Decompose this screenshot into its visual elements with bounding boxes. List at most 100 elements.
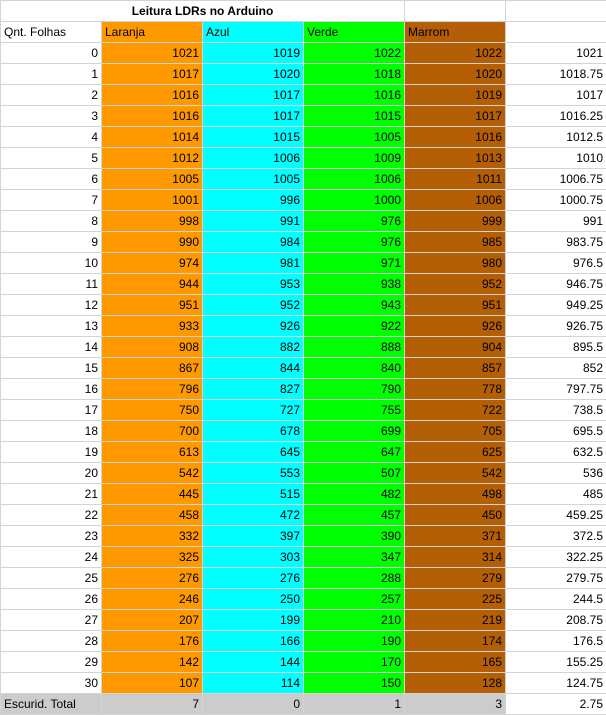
cell-verde[interactable]: 390 [304,526,405,547]
cell-azul[interactable]: 1019 [203,43,304,64]
header-marrom[interactable]: Marrom [405,22,506,43]
cell-laranja[interactable]: 246 [102,589,203,610]
cell-marrom[interactable]: 778 [405,379,506,400]
cell-media[interactable]: 1016.25 [506,106,606,127]
cell-marrom[interactable]: 625 [405,442,506,463]
cell-qnt-folhas[interactable]: 10 [1,253,102,274]
empty-cell[interactable] [506,22,606,43]
total-media[interactable]: 2.75 [506,694,606,715]
cell-verde[interactable]: 938 [304,274,405,295]
cell-laranja[interactable]: 796 [102,379,203,400]
cell-azul[interactable]: 1015 [203,127,304,148]
cell-marrom[interactable]: 371 [405,526,506,547]
cell-qnt-folhas[interactable]: 5 [1,148,102,169]
cell-laranja[interactable]: 1014 [102,127,203,148]
cell-qnt-folhas[interactable]: 23 [1,526,102,547]
cell-media[interactable]: 1006.75 [506,169,606,190]
cell-marrom[interactable]: 985 [405,232,506,253]
cell-marrom[interactable]: 128 [405,673,506,694]
cell-media[interactable]: 208.75 [506,610,606,631]
cell-media[interactable]: 983.75 [506,232,606,253]
cell-media[interactable]: 738.5 [506,400,606,421]
cell-laranja[interactable]: 750 [102,400,203,421]
cell-marrom[interactable]: 1022 [405,43,506,64]
cell-marrom[interactable]: 1017 [405,106,506,127]
cell-azul[interactable]: 250 [203,589,304,610]
cell-qnt-folhas[interactable]: 12 [1,295,102,316]
cell-qnt-folhas[interactable]: 1 [1,64,102,85]
cell-verde[interactable]: 190 [304,631,405,652]
cell-verde[interactable]: 790 [304,379,405,400]
cell-laranja[interactable]: 542 [102,463,203,484]
cell-qnt-folhas[interactable]: 27 [1,610,102,631]
cell-azul[interactable]: 1005 [203,169,304,190]
cell-laranja[interactable]: 613 [102,442,203,463]
cell-qnt-folhas[interactable]: 17 [1,400,102,421]
cell-qnt-folhas[interactable]: 0 [1,43,102,64]
cell-verde[interactable]: 888 [304,337,405,358]
cell-laranja[interactable]: 207 [102,610,203,631]
cell-verde[interactable]: 971 [304,253,405,274]
cell-qnt-folhas[interactable]: 6 [1,169,102,190]
cell-azul[interactable]: 981 [203,253,304,274]
cell-media[interactable]: 485 [506,484,606,505]
cell-verde[interactable]: 976 [304,211,405,232]
cell-marrom[interactable]: 225 [405,589,506,610]
cell-qnt-folhas[interactable]: 15 [1,358,102,379]
cell-laranja[interactable]: 445 [102,484,203,505]
cell-media[interactable]: 926.75 [506,316,606,337]
cell-media[interactable]: 372.5 [506,526,606,547]
cell-media[interactable]: 1017 [506,85,606,106]
total-marrom[interactable]: 3 [405,694,506,715]
cell-verde[interactable]: 257 [304,589,405,610]
cell-azul[interactable]: 515 [203,484,304,505]
cell-verde[interactable]: 150 [304,673,405,694]
cell-verde[interactable]: 288 [304,568,405,589]
cell-laranja[interactable]: 1005 [102,169,203,190]
cell-media[interactable]: 459.25 [506,505,606,526]
cell-marrom[interactable]: 980 [405,253,506,274]
cell-qnt-folhas[interactable]: 9 [1,232,102,253]
cell-marrom[interactable]: 165 [405,652,506,673]
empty-cell[interactable] [405,1,506,22]
header-verde[interactable]: Verde [304,22,405,43]
cell-qnt-folhas[interactable]: 21 [1,484,102,505]
cell-media[interactable]: 536 [506,463,606,484]
cell-azul[interactable]: 996 [203,190,304,211]
cell-qnt-folhas[interactable]: 11 [1,274,102,295]
cell-verde[interactable]: 1015 [304,106,405,127]
cell-marrom[interactable]: 999 [405,211,506,232]
cell-media[interactable]: 949.25 [506,295,606,316]
cell-marrom[interactable]: 952 [405,274,506,295]
cell-qnt-folhas[interactable]: 2 [1,85,102,106]
cell-media[interactable]: 1021 [506,43,606,64]
total-laranja[interactable]: 7 [102,694,203,715]
header-azul[interactable]: Azul [203,22,304,43]
cell-media[interactable]: 176.5 [506,631,606,652]
cell-media[interactable]: 895.5 [506,337,606,358]
cell-azul[interactable]: 952 [203,295,304,316]
cell-verde[interactable]: 507 [304,463,405,484]
cell-media[interactable]: 155.25 [506,652,606,673]
cell-laranja[interactable]: 142 [102,652,203,673]
cell-verde[interactable]: 922 [304,316,405,337]
cell-laranja[interactable]: 867 [102,358,203,379]
cell-qnt-folhas[interactable]: 22 [1,505,102,526]
cell-media[interactable]: 1010 [506,148,606,169]
cell-azul[interactable]: 397 [203,526,304,547]
cell-azul[interactable]: 199 [203,610,304,631]
cell-marrom[interactable]: 314 [405,547,506,568]
total-verde[interactable]: 1 [304,694,405,715]
cell-verde[interactable]: 1009 [304,148,405,169]
cell-azul[interactable]: 1017 [203,85,304,106]
cell-laranja[interactable]: 974 [102,253,203,274]
cell-qnt-folhas[interactable]: 25 [1,568,102,589]
cell-verde[interactable]: 1006 [304,169,405,190]
cell-laranja[interactable]: 933 [102,316,203,337]
cell-qnt-folhas[interactable]: 7 [1,190,102,211]
cell-laranja[interactable]: 1021 [102,43,203,64]
cell-azul[interactable]: 114 [203,673,304,694]
cell-laranja[interactable]: 951 [102,295,203,316]
cell-qnt-folhas[interactable]: 18 [1,421,102,442]
cell-laranja[interactable]: 998 [102,211,203,232]
